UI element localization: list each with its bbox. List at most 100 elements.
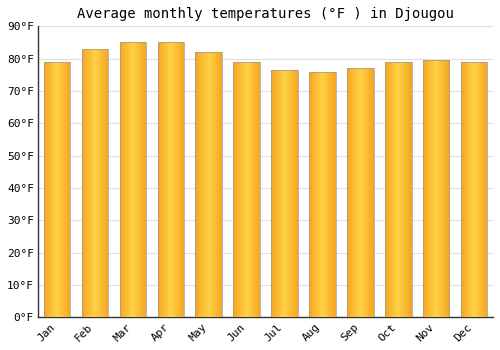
Bar <box>244 62 245 317</box>
Bar <box>461 62 487 317</box>
Bar <box>289 70 290 317</box>
Bar <box>325 72 326 317</box>
Bar <box>67 62 68 317</box>
Bar <box>436 60 438 317</box>
Bar <box>487 62 488 317</box>
Bar <box>438 60 439 317</box>
Bar <box>158 42 159 317</box>
Bar <box>323 72 324 317</box>
Bar <box>350 68 351 317</box>
Bar <box>292 70 293 317</box>
Bar <box>316 72 317 317</box>
Bar <box>442 60 443 317</box>
Bar <box>201 52 202 317</box>
Bar <box>331 72 332 317</box>
Bar <box>207 52 208 317</box>
Bar <box>90 49 91 317</box>
Bar <box>468 62 469 317</box>
Bar <box>55 62 56 317</box>
Bar <box>253 62 254 317</box>
Bar <box>278 70 279 317</box>
Bar <box>358 68 359 317</box>
Bar <box>424 60 425 317</box>
Bar <box>246 62 247 317</box>
Bar <box>59 62 60 317</box>
Bar <box>169 42 170 317</box>
Bar <box>255 62 256 317</box>
Bar <box>66 62 67 317</box>
Bar <box>102 49 103 317</box>
Bar <box>398 62 399 317</box>
Bar <box>329 72 330 317</box>
Bar <box>98 49 100 317</box>
Bar <box>163 42 164 317</box>
Bar <box>54 62 55 317</box>
Bar <box>127 42 128 317</box>
Bar <box>65 62 66 317</box>
Bar <box>313 72 314 317</box>
Bar <box>326 72 327 317</box>
Bar <box>131 42 132 317</box>
Bar <box>124 42 125 317</box>
Bar <box>359 68 360 317</box>
Bar <box>158 42 184 317</box>
Bar <box>256 62 257 317</box>
Bar <box>443 60 444 317</box>
Bar <box>334 72 336 317</box>
Bar <box>318 72 320 317</box>
Bar <box>239 62 240 317</box>
Bar <box>368 68 369 317</box>
Bar <box>318 72 319 317</box>
Bar <box>405 62 406 317</box>
Bar <box>370 68 371 317</box>
Bar <box>462 62 463 317</box>
Bar <box>141 42 142 317</box>
Bar <box>356 68 358 317</box>
Bar <box>60 62 61 317</box>
Bar <box>477 62 478 317</box>
Bar <box>57 62 58 317</box>
Bar <box>484 62 486 317</box>
Bar <box>347 68 348 317</box>
Bar <box>204 52 205 317</box>
Bar <box>388 62 390 317</box>
Bar <box>44 62 70 317</box>
Bar <box>167 42 168 317</box>
Bar <box>315 72 316 317</box>
Bar <box>363 68 364 317</box>
Bar <box>165 42 166 317</box>
Bar <box>423 60 424 317</box>
Bar <box>133 42 134 317</box>
Bar <box>272 70 273 317</box>
Bar <box>122 42 123 317</box>
Bar <box>159 42 160 317</box>
Bar <box>88 49 89 317</box>
Bar <box>98 49 99 317</box>
Bar <box>44 62 45 317</box>
Bar <box>285 70 286 317</box>
Bar <box>447 60 448 317</box>
Bar <box>120 42 122 317</box>
Bar <box>213 52 214 317</box>
Bar <box>106 49 108 317</box>
Bar <box>391 62 392 317</box>
Bar <box>396 62 398 317</box>
Bar <box>480 62 481 317</box>
Bar <box>238 62 240 317</box>
Bar <box>254 62 255 317</box>
Bar <box>411 62 412 317</box>
Bar <box>243 62 244 317</box>
Bar <box>390 62 391 317</box>
Bar <box>247 62 248 317</box>
Bar <box>252 62 253 317</box>
Bar <box>351 68 352 317</box>
Bar <box>482 62 483 317</box>
Bar <box>309 72 336 317</box>
Bar <box>369 68 370 317</box>
Bar <box>464 62 465 317</box>
Bar <box>171 42 172 317</box>
Bar <box>434 60 435 317</box>
Bar <box>89 49 90 317</box>
Bar <box>353 68 354 317</box>
Bar <box>441 60 442 317</box>
